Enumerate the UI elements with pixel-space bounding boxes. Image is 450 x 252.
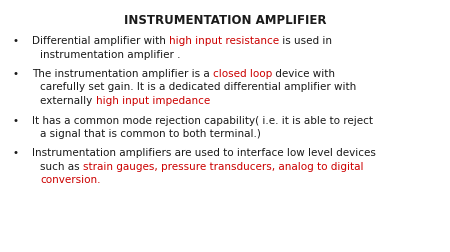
Text: such as: such as bbox=[40, 161, 83, 171]
Text: is used in: is used in bbox=[279, 36, 332, 46]
Text: •: • bbox=[12, 115, 18, 125]
Text: INSTRUMENTATION AMPLIFIER: INSTRUMENTATION AMPLIFIER bbox=[124, 14, 326, 27]
Text: high input impedance: high input impedance bbox=[95, 96, 210, 106]
Text: device with: device with bbox=[272, 69, 335, 79]
Text: •: • bbox=[12, 36, 18, 46]
Text: conversion.: conversion. bbox=[40, 175, 100, 185]
Text: a signal that is common to both terminal.): a signal that is common to both terminal… bbox=[40, 129, 261, 138]
Text: high input resistance: high input resistance bbox=[169, 36, 279, 46]
Text: carefully set gain. It is a dedicated differential amplifier with: carefully set gain. It is a dedicated di… bbox=[40, 82, 356, 92]
Text: It has a common mode rejection capability( i.e. it is able to reject: It has a common mode rejection capabilit… bbox=[32, 115, 373, 125]
Text: externally: externally bbox=[40, 96, 95, 106]
Text: instrumentation amplifier .: instrumentation amplifier . bbox=[40, 49, 180, 59]
Text: •: • bbox=[12, 69, 18, 79]
Text: closed loop: closed loop bbox=[213, 69, 272, 79]
Text: Instrumentation amplifiers are used to interface low level devices: Instrumentation amplifiers are used to i… bbox=[32, 148, 376, 158]
Text: Differential amplifier with: Differential amplifier with bbox=[32, 36, 169, 46]
Text: •: • bbox=[12, 148, 18, 158]
Text: The instrumentation amplifier is a: The instrumentation amplifier is a bbox=[32, 69, 213, 79]
Text: strain gauges, pressure transducers, analog to digital: strain gauges, pressure transducers, ana… bbox=[83, 161, 364, 171]
